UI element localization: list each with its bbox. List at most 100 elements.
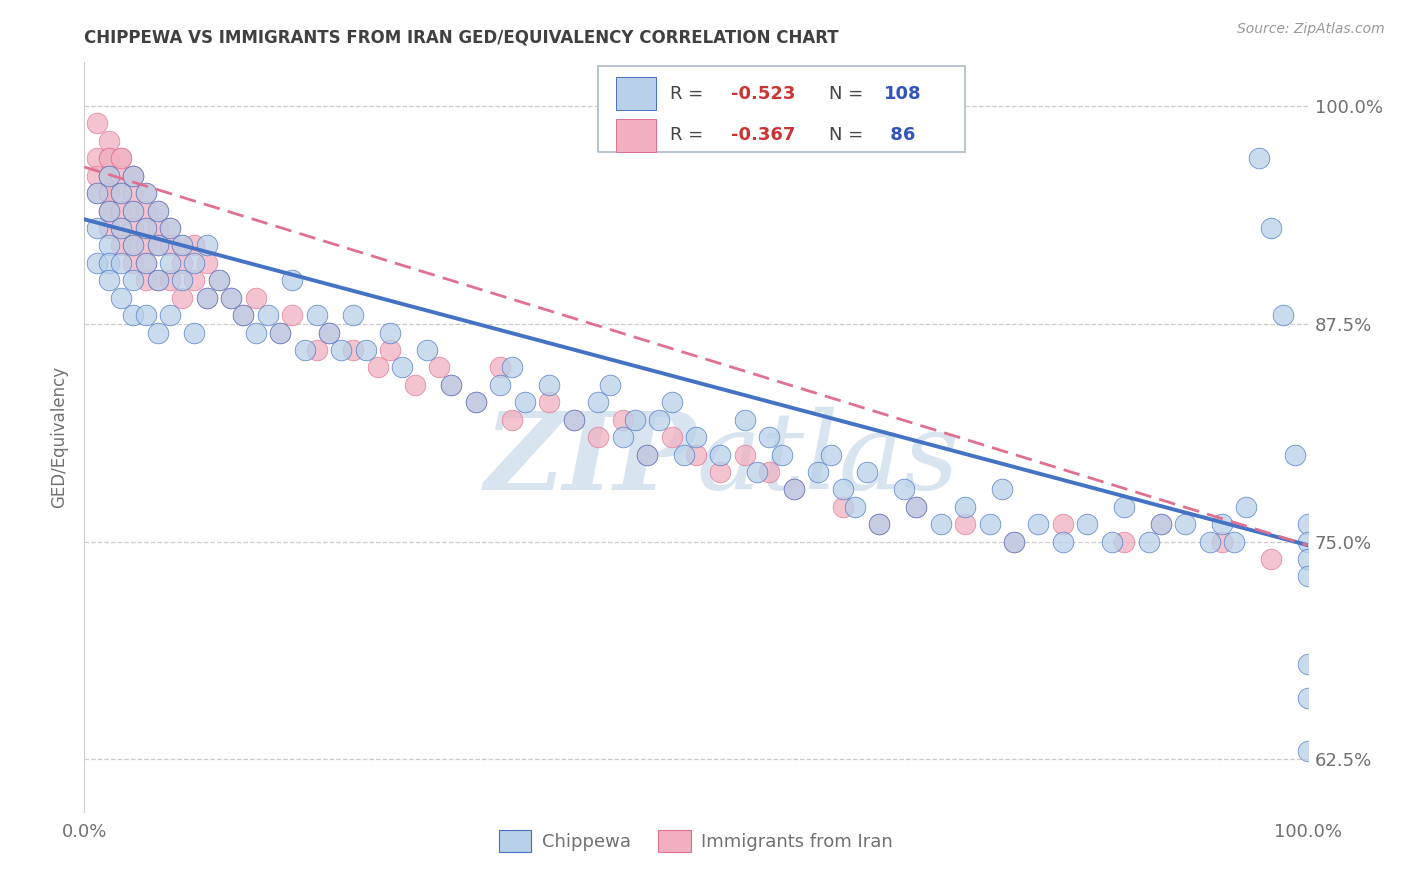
Point (110, 186, 132, 201)
Point (464, 395, 486, 409)
Point (86, 151, 108, 165)
Point (110, 238, 132, 252)
Point (159, 221, 181, 235)
Point (86, 186, 108, 201)
Point (440, 377, 463, 392)
Point (86, 116, 108, 130)
Point (831, 483, 853, 497)
Point (245, 291, 267, 305)
Point (1211, 534, 1233, 549)
Point (159, 238, 181, 252)
Point (183, 273, 205, 287)
Point (97, 238, 120, 252)
Point (232, 308, 254, 322)
Point (172, 238, 194, 252)
Point (172, 291, 194, 305)
Point (856, 465, 879, 479)
Point (97, 186, 120, 201)
Point (427, 360, 450, 375)
Point (110, 151, 132, 165)
Y-axis label: GED/Equivalency: GED/Equivalency (51, 366, 69, 508)
Point (135, 221, 157, 235)
Point (110, 291, 132, 305)
Point (1296, 517, 1319, 532)
Point (269, 326, 291, 340)
Point (661, 430, 683, 444)
Point (245, 326, 267, 340)
Point (1272, 308, 1295, 322)
Point (135, 186, 157, 201)
Point (1076, 517, 1098, 532)
Point (305, 343, 328, 357)
Point (305, 308, 328, 322)
Text: CHIPPEWA VS IMMIGRANTS FROM IRAN GED/EQUIVALENCY CORRELATION CHART: CHIPPEWA VS IMMIGRANTS FROM IRAN GED/EQU… (84, 29, 839, 47)
Point (1284, 448, 1306, 462)
Point (97, 151, 120, 165)
Point (783, 483, 806, 497)
Point (122, 203, 145, 218)
Point (489, 360, 512, 375)
Point (391, 360, 413, 375)
Point (709, 448, 731, 462)
Point (367, 360, 389, 375)
Point (844, 500, 866, 514)
Point (135, 256, 157, 270)
Point (110, 151, 132, 165)
Point (122, 221, 145, 235)
Point (257, 308, 280, 322)
Text: Source: ZipAtlas.com: Source: ZipAtlas.com (1237, 22, 1385, 37)
Point (97, 203, 120, 218)
Point (1052, 517, 1074, 532)
Point (97, 256, 120, 270)
Text: R =: R = (671, 85, 709, 103)
Text: N =: N = (830, 126, 869, 145)
Point (1150, 517, 1173, 532)
Point (636, 448, 658, 462)
Point (146, 238, 169, 252)
Point (183, 256, 205, 270)
Text: 86: 86 (884, 126, 915, 145)
Point (979, 517, 1001, 532)
Text: -0.367: -0.367 (731, 126, 796, 145)
Point (1114, 534, 1136, 549)
Point (1101, 534, 1123, 549)
Point (135, 256, 157, 270)
Text: R =: R = (671, 126, 709, 145)
Point (747, 465, 769, 479)
Point (586, 395, 609, 409)
Point (281, 273, 304, 287)
Point (172, 273, 194, 287)
Point (146, 273, 169, 287)
Point (464, 395, 486, 409)
Point (318, 326, 340, 340)
Point (1198, 534, 1220, 549)
Point (135, 221, 157, 235)
Point (354, 343, 377, 357)
Point (122, 256, 145, 270)
Point (562, 412, 585, 426)
Point (110, 221, 132, 235)
Point (159, 256, 181, 270)
Point (122, 169, 145, 183)
Point (146, 203, 169, 218)
Point (110, 169, 132, 183)
Point (538, 377, 561, 392)
Point (97, 203, 120, 218)
Point (538, 395, 561, 409)
Point (380, 326, 402, 340)
Point (86, 169, 108, 183)
Point (416, 343, 439, 357)
Text: atlas: atlas (696, 407, 959, 512)
Point (440, 377, 463, 392)
Point (502, 412, 524, 426)
Point (232, 308, 254, 322)
Point (1052, 534, 1074, 549)
Point (97, 273, 120, 287)
Point (135, 308, 157, 322)
Legend: Chippewa, Immigrants from Iran: Chippewa, Immigrants from Iran (492, 822, 900, 859)
Point (586, 430, 609, 444)
Point (342, 308, 364, 322)
Point (783, 483, 806, 497)
Point (122, 273, 145, 287)
Point (1211, 517, 1233, 532)
